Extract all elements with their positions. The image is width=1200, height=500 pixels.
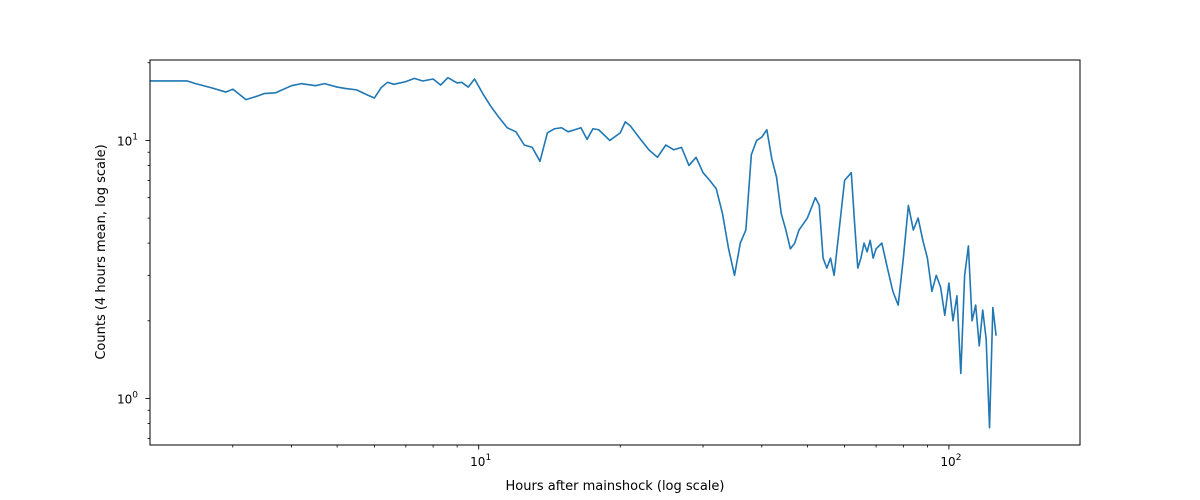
y-axis-ticks: 100 101 [117, 132, 150, 406]
y-tick-label: 101 [117, 132, 138, 148]
plot-frame [149, 59, 1081, 446]
x-tick-label: 101 [470, 453, 491, 469]
y-axis-label: Counts (4 hours mean, log scale) [94, 144, 109, 359]
x-axis-ticks: 101 102 [470, 445, 961, 469]
series-line [150, 76, 997, 429]
y-tick-label: 100 [117, 390, 138, 406]
x-axis-label: Hours after mainshock (log scale) [506, 479, 725, 494]
x-tick-label: 102 [940, 453, 961, 469]
